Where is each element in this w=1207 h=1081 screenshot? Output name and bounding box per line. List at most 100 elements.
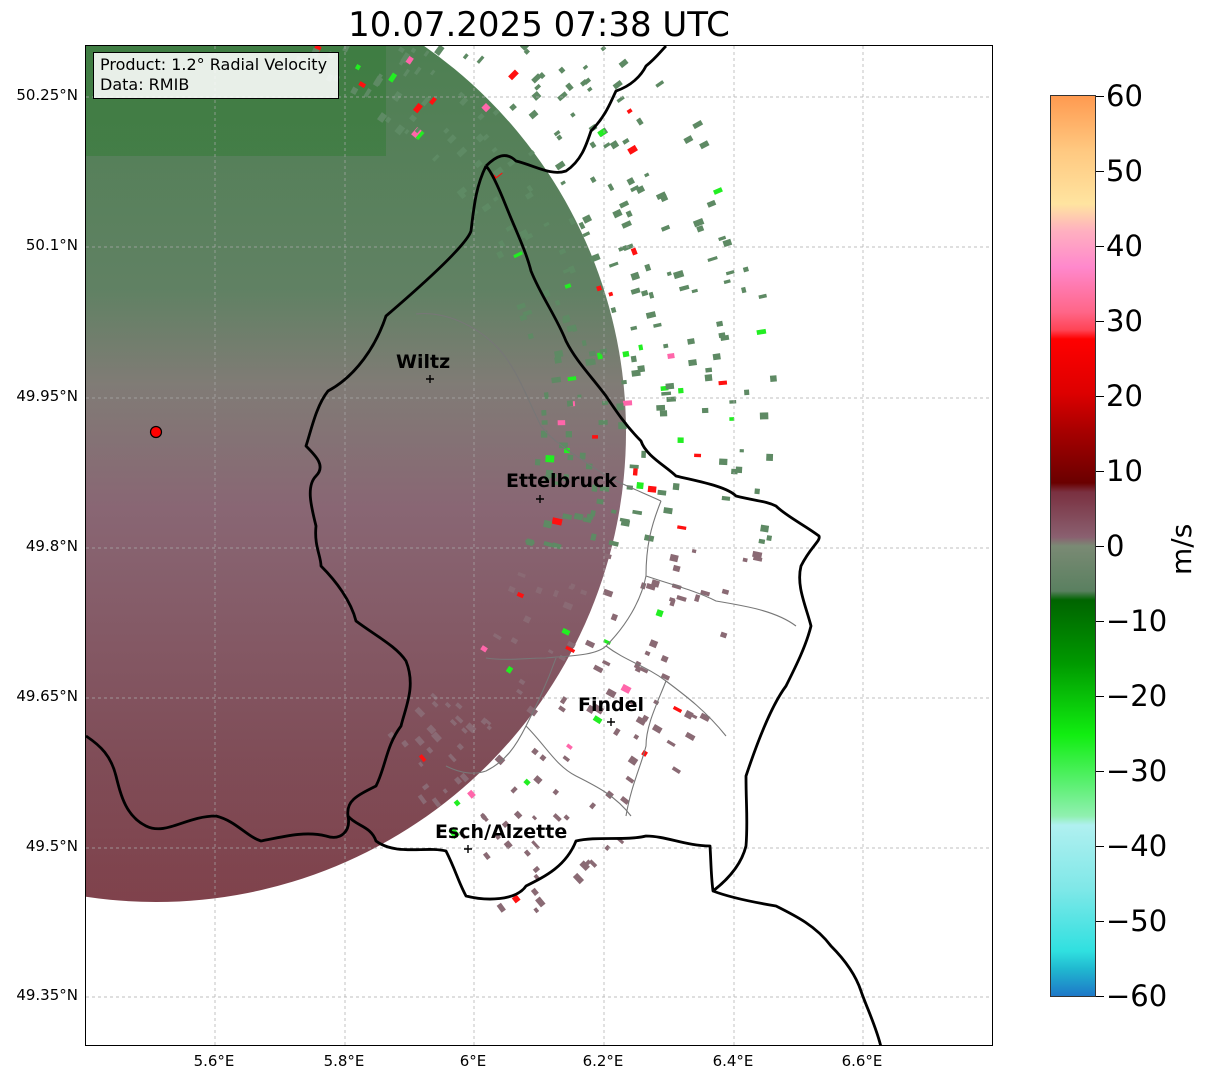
radar-gate xyxy=(742,557,748,563)
radar-gate xyxy=(535,896,546,908)
radar-gate xyxy=(589,141,597,149)
radar-gate xyxy=(524,232,534,241)
radar-gate xyxy=(492,166,504,177)
radar-gate xyxy=(667,352,675,360)
cbar-tickmark xyxy=(1096,246,1104,247)
radar-gate xyxy=(568,265,576,274)
lat-tick: 50.1°N xyxy=(25,236,78,254)
city-label-findel: Findel xyxy=(578,694,645,716)
radar-gate xyxy=(509,103,517,112)
radar-gate xyxy=(758,538,766,545)
radar-gate xyxy=(608,261,619,268)
radar-map[interactable] xyxy=(85,45,993,1046)
radar-gate xyxy=(586,513,594,520)
radar-gate xyxy=(725,270,735,276)
radar-gate xyxy=(607,183,615,192)
radar-gate xyxy=(588,859,598,868)
radar-gate xyxy=(398,46,405,54)
radar-gate xyxy=(482,133,490,141)
city-label-wiltz: Wiltz xyxy=(396,351,451,373)
radar-gate xyxy=(377,112,388,123)
radar-gate xyxy=(718,235,727,242)
radar-gate xyxy=(655,191,667,201)
radar-gate xyxy=(516,591,525,599)
radar-gate xyxy=(565,82,574,92)
radar-gate xyxy=(443,127,450,134)
radar-gate xyxy=(566,400,574,407)
radar-gate xyxy=(516,688,523,696)
radar-gate xyxy=(542,519,553,529)
radar-gate xyxy=(587,86,593,93)
radar-gate xyxy=(653,322,662,328)
radar-gate xyxy=(520,46,532,51)
radar-gate xyxy=(410,47,417,54)
radar-gate xyxy=(678,387,684,394)
radar-gate xyxy=(619,200,630,209)
radar-gate xyxy=(531,73,542,84)
radar-gate xyxy=(566,324,577,333)
radar-gate xyxy=(756,328,767,336)
cbar-tickmark xyxy=(1096,471,1104,472)
radar-gate xyxy=(432,154,440,162)
radar-gate xyxy=(663,507,673,515)
radar-gate xyxy=(602,588,614,598)
radar-gate xyxy=(481,202,492,213)
lon-tick: 6.4°E xyxy=(712,1052,754,1070)
map-canvas xyxy=(86,46,992,1045)
radar-gate xyxy=(539,754,547,762)
radar-gate xyxy=(663,343,669,349)
radar-gate xyxy=(590,533,597,542)
radar-gate xyxy=(589,253,601,263)
radar-gate xyxy=(418,754,427,763)
radar-gate xyxy=(492,109,500,116)
radar-gate xyxy=(659,193,669,203)
lat-tick: 49.5°N xyxy=(25,837,78,855)
cbar-tick-label: −10 xyxy=(1106,604,1168,638)
velocity-colorbar xyxy=(1050,95,1096,997)
radar-gate xyxy=(526,705,539,717)
radar-gate xyxy=(626,108,633,114)
lat-tick: 49.65°N xyxy=(16,687,78,705)
radar-gate xyxy=(729,400,737,404)
cbar-tick-label: −20 xyxy=(1106,679,1168,713)
radar-gate xyxy=(645,311,657,319)
radar-gate xyxy=(729,417,735,421)
radar-gate xyxy=(660,673,671,681)
radar-gate xyxy=(608,540,619,547)
radar-gate xyxy=(431,797,442,808)
cbar-tickmark xyxy=(1096,621,1104,622)
radar-gate xyxy=(647,485,657,493)
radar-gate xyxy=(621,220,632,229)
product-info-box: Product: 1.2° Radial Velocity Data: RMIB xyxy=(93,52,339,99)
radar-gate xyxy=(591,484,598,492)
city-label-esch-alzette: Esch/Alzette xyxy=(435,821,568,843)
radar-gate xyxy=(660,655,669,663)
radar-gate xyxy=(676,595,687,602)
radar-gate xyxy=(476,55,485,64)
radar-gate xyxy=(669,553,679,563)
fringe-gates xyxy=(283,46,777,914)
radar-gate xyxy=(467,789,476,799)
radar-gate xyxy=(599,485,610,492)
radar-gate xyxy=(554,349,564,358)
radar-gate xyxy=(650,579,660,588)
radar-gate xyxy=(577,394,582,398)
cbar-tick-label: −40 xyxy=(1106,829,1168,863)
radar-gate xyxy=(459,192,467,200)
radar-gate xyxy=(423,50,430,57)
radar-gate xyxy=(565,431,573,438)
cbar-tickmark xyxy=(1096,771,1104,772)
radar-gate xyxy=(480,812,489,823)
radar-gate xyxy=(683,135,694,144)
radar-gate xyxy=(625,210,633,218)
radar-gate xyxy=(760,524,770,533)
radar-gate xyxy=(632,509,643,516)
radar-gate xyxy=(421,96,431,107)
cbar-tickmark xyxy=(1096,171,1104,172)
radar-gate xyxy=(533,775,543,785)
radar-gate xyxy=(677,525,687,531)
radar-gate xyxy=(627,755,639,766)
lon-tick: 6°E xyxy=(459,1052,487,1070)
radar-gate xyxy=(619,517,630,523)
radar-gate xyxy=(673,270,685,280)
